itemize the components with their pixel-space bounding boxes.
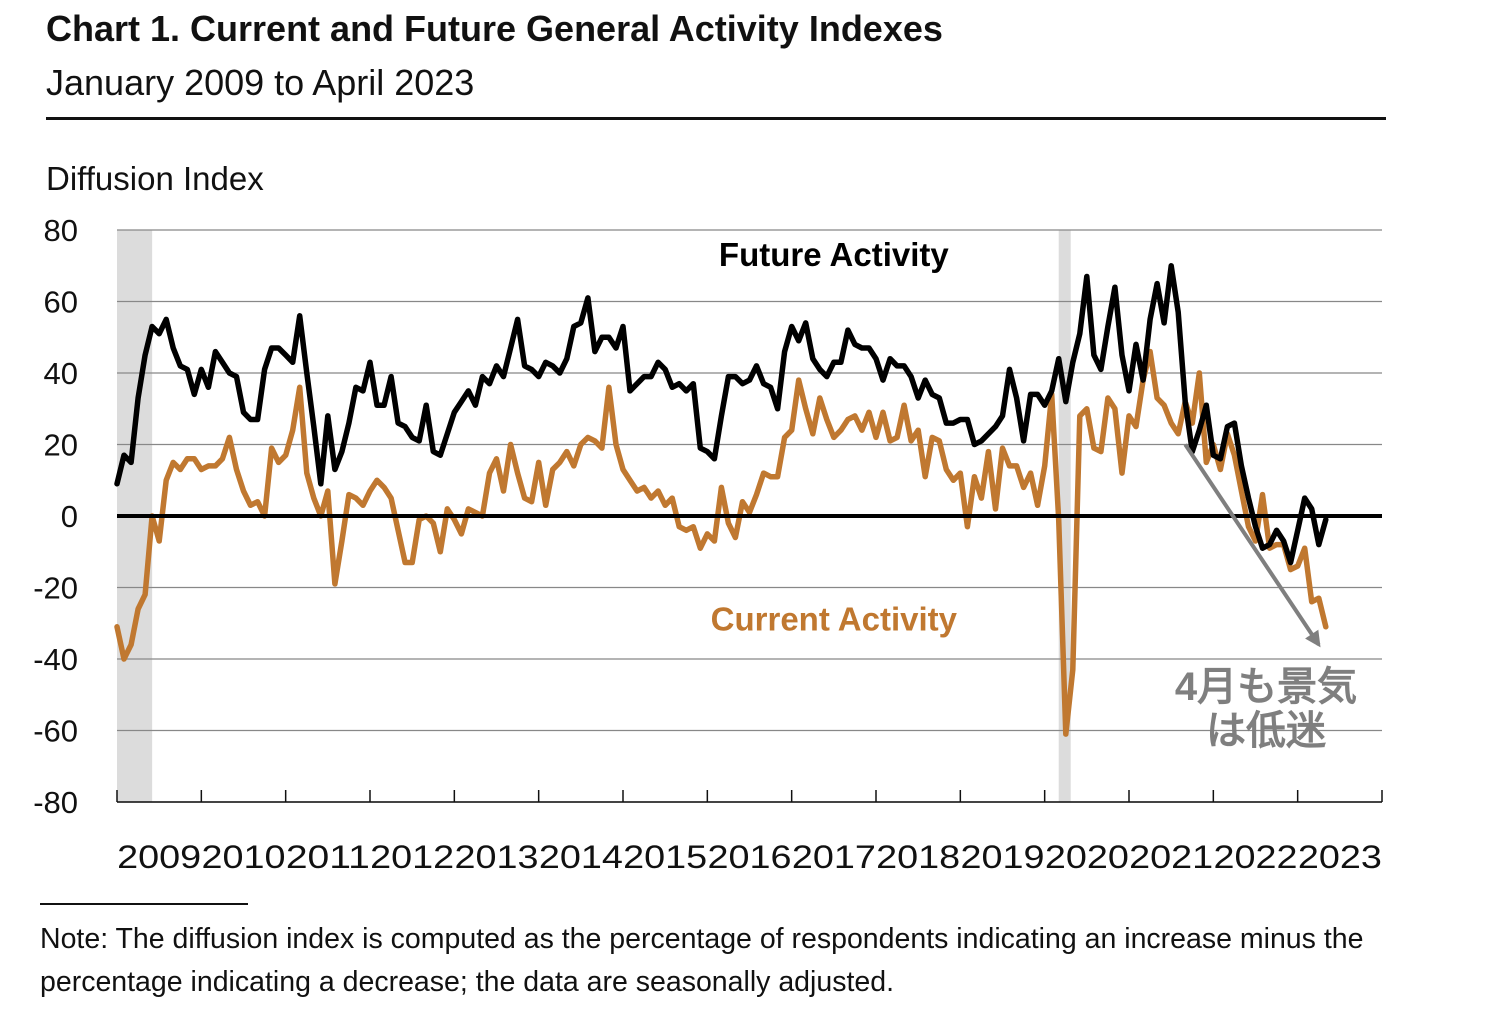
chart-subtitle: January 2009 to April 2023 xyxy=(46,62,475,103)
x-tick-label: 2014 xyxy=(539,839,623,875)
x-tick-label: 2015 xyxy=(623,839,707,875)
annotation-text: 4月も景気 xyxy=(1175,665,1357,709)
y-tick-label: 80 xyxy=(44,213,78,248)
x-tick-label: 2016 xyxy=(708,839,792,875)
x-tick-label: 2010 xyxy=(202,839,286,875)
y-tick-label: -80 xyxy=(33,785,78,820)
y-tick-label: -20 xyxy=(33,571,78,606)
annotation-text: は低迷 xyxy=(1206,709,1327,753)
x-tick-label: 2011 xyxy=(286,839,370,875)
current-activity-line xyxy=(114,348,1329,737)
x-tick-label: 2013 xyxy=(455,839,539,875)
y-tick-labels: 80 60 40 20 0 -20 -40 -60 -80 xyxy=(33,213,78,820)
decline-arrow xyxy=(1183,443,1321,648)
x-tick-label: 2018 xyxy=(876,839,960,875)
y-tick-label: 0 xyxy=(61,499,78,534)
x-tick-label: 2021 xyxy=(1129,839,1213,875)
y-tick-label: 20 xyxy=(44,428,78,463)
title-rule xyxy=(46,117,1386,120)
current-activity-label: Current Activity xyxy=(711,600,958,637)
x-tick-label: 2009 xyxy=(117,839,201,875)
x-tick-label: 2017 xyxy=(792,839,876,875)
x-axis: 2009 2010 2011 2012 2013 2014 2015 2016 2017 2018… xyxy=(116,790,1383,875)
future-activity-label: Future Activity xyxy=(719,236,949,273)
footnote: Note: The diffusion index is computed as… xyxy=(40,923,1364,998)
y-axis-label: Diffusion Index xyxy=(46,160,264,197)
series-lines xyxy=(114,263,1382,737)
y-tick-label: -40 xyxy=(33,642,78,677)
y-tick-label: 60 xyxy=(44,285,78,320)
chart-title: Chart 1. Current and Future General Acti… xyxy=(46,8,943,49)
x-tick-label: 2012 xyxy=(370,839,454,875)
y-tick-label: 40 xyxy=(44,356,78,391)
y-tick-label: -60 xyxy=(33,714,78,749)
x-tick-label: 2019 xyxy=(961,839,1045,875)
x-tick-label: 2023 xyxy=(1298,839,1382,875)
series-labels: Future Activity Current Activity xyxy=(711,236,958,638)
x-tick-label: 2022 xyxy=(1214,839,1298,875)
note-rule xyxy=(40,903,248,905)
future-activity-line xyxy=(114,263,1329,566)
x-tick-label: 2020 xyxy=(1045,839,1129,875)
